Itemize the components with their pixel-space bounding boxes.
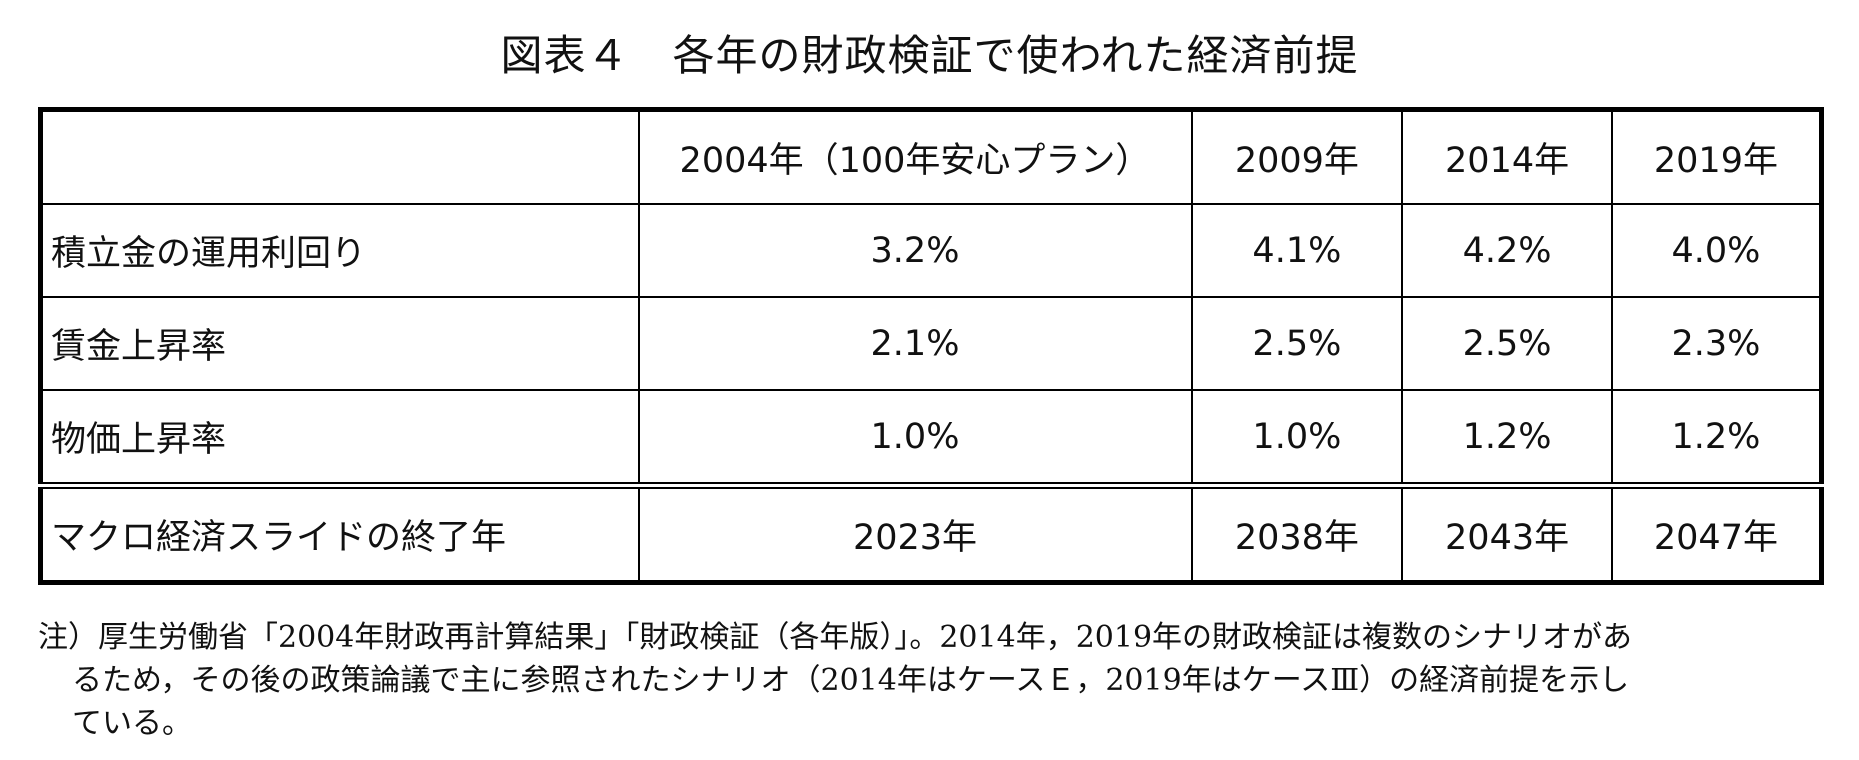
table-header-row: 2004年（100年安心プラン） 2009年 2014年 2019年 [39, 108, 1823, 205]
footnote-line: るため，その後の政策論議で主に参照されたシナリオ（2014年はケースＥ，2019… [72, 663, 1630, 698]
page-title: 図表４ 各年の財政検証で使われた経済前提 [500, 31, 1359, 80]
table-cell: 2038年 [1190, 482, 1404, 584]
table-row: 賃金上昇率 2.1% 2.5% 2.5% 2.3% [39, 296, 1823, 391]
table-cell: 2.5% [1401, 296, 1613, 391]
footnote: 注）厚生労働省「2004年財政再計算結果」「財政検証（各年版）」。2014年，2… [38, 616, 1828, 745]
row-label: マクロ経済スライドの終了年 [39, 482, 640, 584]
header-cell-2014: 2014年 [1401, 108, 1613, 205]
table-cell: 1.2% [1401, 389, 1613, 487]
row-label: 賃金上昇率 [39, 296, 640, 391]
header-cell-2009: 2009年 [1190, 108, 1404, 205]
table-cell: 2.1% [637, 296, 1193, 391]
table-row: 積立金の運用利回り 3.2% 4.1% 4.2% 4.0% [39, 203, 1823, 298]
table-cell: 1.0% [637, 389, 1193, 487]
header-cell-2004: 2004年（100年安心プラン） [637, 108, 1193, 205]
row-label: 物価上昇率 [39, 389, 640, 487]
header-cell-empty [39, 108, 640, 205]
table-cell: 2023年 [637, 482, 1193, 584]
footnote-line: 注）厚生労働省「2004年財政再計算結果」「財政検証（各年版）」。2014年，2… [38, 620, 1633, 655]
row-label: 積立金の運用利回り [39, 203, 640, 298]
table-cell: 4.0% [1610, 203, 1823, 298]
table-cell: 3.2% [637, 203, 1193, 298]
table-cell: 4.2% [1401, 203, 1613, 298]
table-cell: 2.3% [1610, 296, 1823, 391]
table-cell: 2043年 [1401, 482, 1613, 584]
table-cell: 4.1% [1190, 203, 1404, 298]
table-row: マクロ経済スライドの終了年 2023年 2038年 2043年 2047年 [39, 482, 1823, 584]
economic-assumptions-table: 2004年（100年安心プラン） 2009年 2014年 2019年 積立金の運… [38, 107, 1824, 585]
table-cell: 1.2% [1610, 389, 1823, 487]
table-cell: 1.0% [1190, 389, 1404, 487]
footnote-line: ている。 [72, 706, 192, 741]
table-row: 物価上昇率 1.0% 1.0% 1.2% 1.2% [39, 389, 1823, 487]
header-cell-2019: 2019年 [1610, 108, 1823, 205]
table-cell: 2047年 [1610, 482, 1823, 584]
table-cell: 2.5% [1190, 296, 1404, 391]
